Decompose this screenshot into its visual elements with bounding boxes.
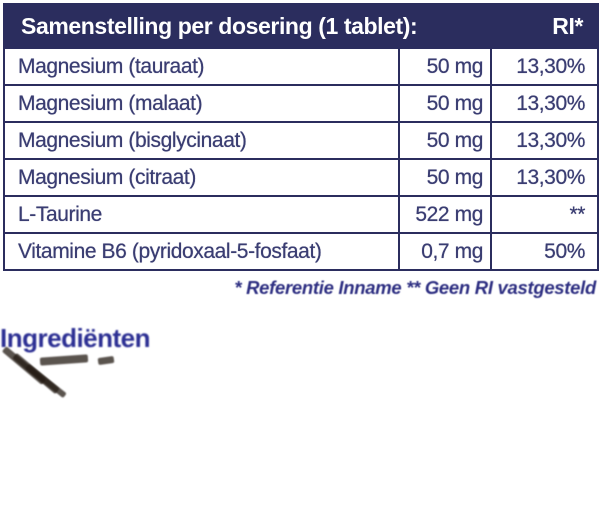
table-row: Magnesium (bisglycinaat) 50 mg 13,30% bbox=[3, 121, 600, 160]
composition-table: Samenstelling per dosering (1 tablet): R… bbox=[2, 3, 600, 271]
ingredient-amount: 50 mg bbox=[397, 158, 493, 197]
ingredient-ri: 13,30% bbox=[490, 121, 600, 160]
ingredient-ri: 13,30% bbox=[490, 47, 600, 86]
ingredients-heading: Ingrediënten bbox=[0, 323, 151, 353]
ri-column-header: RI* bbox=[490, 3, 600, 49]
ingredient-amount: 0,7 mg bbox=[397, 232, 493, 271]
ingredient-amount: 50 mg bbox=[397, 84, 493, 123]
table-title: Samenstelling per dosering (1 tablet): bbox=[2, 3, 493, 49]
ingredient-ri: 50% bbox=[490, 232, 600, 271]
ingredient-ri: ** bbox=[490, 195, 600, 234]
table-row: Vitamine B6 (pyridoxaal-5-fosfaat) 0,7 m… bbox=[3, 232, 600, 271]
ingredient-name: L-Taurine bbox=[3, 195, 400, 234]
ingredient-amount: 522 mg bbox=[397, 195, 493, 234]
table-header-row: Samenstelling per dosering (1 tablet): R… bbox=[2, 3, 600, 49]
ingredient-amount: 50 mg bbox=[397, 47, 493, 86]
ri-footnote: * Referentie Inname ** Geen RI vastgeste… bbox=[234, 277, 596, 298]
table-row: Magnesium (citraat) 50 mg 13,30% bbox=[3, 158, 600, 197]
table-row: L-Taurine 522 mg ** bbox=[3, 195, 600, 234]
ingredient-name: Vitamine B6 (pyridoxaal-5-fosfaat) bbox=[3, 232, 400, 271]
ingredient-name: Magnesium (malaat) bbox=[3, 84, 400, 123]
ingredient-name: Magnesium (citraat) bbox=[3, 158, 400, 197]
ingredient-ri: 13,30% bbox=[490, 158, 600, 197]
smudge-mark bbox=[97, 355, 115, 366]
table-row: Magnesium (malaat) 50 mg 13,30% bbox=[3, 84, 600, 123]
table-row: Magnesium (tauraat) 50 mg 13,30% bbox=[3, 47, 600, 86]
smudge-mark bbox=[39, 354, 89, 366]
ingredient-name: Magnesium (tauraat) bbox=[3, 47, 400, 86]
smudge-artifact bbox=[0, 346, 130, 402]
ingredient-name: Magnesium (bisglycinaat) bbox=[3, 121, 400, 160]
smudge-mark bbox=[25, 363, 67, 399]
ingredient-ri: 13,30% bbox=[490, 84, 600, 123]
ingredient-amount: 50 mg bbox=[397, 121, 493, 160]
